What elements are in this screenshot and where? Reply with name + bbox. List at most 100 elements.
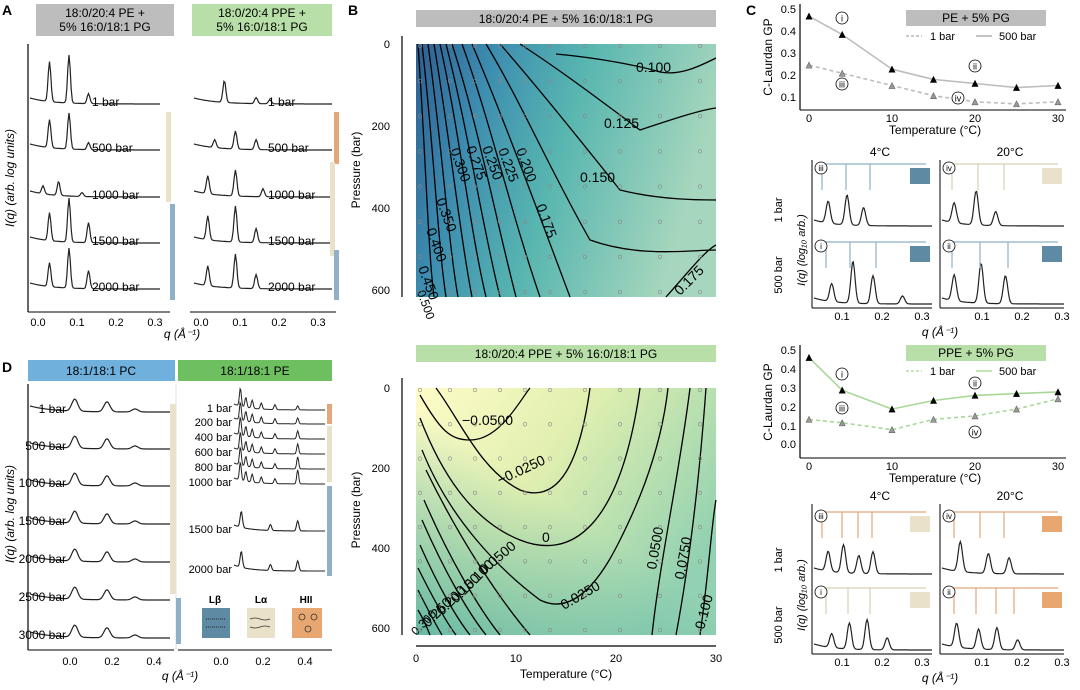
grid-point (657, 43, 663, 49)
panel-b-ytick: 0 (384, 383, 390, 395)
grid-point (547, 456, 553, 461)
grid-point (417, 184, 423, 189)
c-bot-xtick: 10 (886, 461, 898, 473)
panel-d-phase-bar-lalpha (327, 426, 332, 482)
gp-data-point (805, 61, 813, 69)
gp-data-point (971, 98, 979, 106)
panel-a-phase-bar-lbeta (334, 250, 339, 300)
panel-b-top-title: 18:0/20:4 PE + 5% 16:0/18:1 PG (479, 12, 653, 26)
c-top-legend-500bar: 500 bar (999, 31, 1037, 43)
panel-a-xlabel: q (Å⁻¹) (164, 326, 200, 341)
gp-data-point (1054, 98, 1062, 106)
saxs-curve (29, 435, 170, 450)
grid-point (582, 422, 588, 427)
roman-marker-label: i (820, 588, 822, 597)
panel-a-header-left-line1: 18:0/20:4 PE + (65, 6, 145, 20)
saxs-curve (233, 416, 325, 440)
grid-point (497, 254, 503, 259)
saxs-curve (29, 197, 160, 244)
grid-point (697, 219, 703, 224)
panel-b-top-title-bg (416, 10, 716, 27)
grid-point (617, 289, 623, 295)
gp-data-point (1013, 389, 1020, 397)
grid-point (582, 114, 588, 119)
grid-point (497, 490, 503, 495)
grid-point (522, 422, 528, 427)
roman-marker-label: iii (818, 512, 824, 521)
c-bot-ytick: 0.3 (781, 383, 796, 395)
grid-point (417, 627, 423, 633)
panel-d-phase-bar-lalpha (170, 404, 176, 594)
grid-point (522, 43, 528, 49)
grid-point (617, 456, 623, 461)
grid-point (547, 43, 553, 49)
roman-marker-label: i (841, 370, 843, 380)
roman-marker (942, 239, 956, 253)
grid-point (582, 79, 588, 84)
contour-label: 0.150 (580, 169, 615, 185)
saxs-curve (29, 586, 170, 601)
c-top-row-1bar: 1 bar (773, 197, 785, 222)
hii-icon (304, 625, 312, 633)
c-top-ytick: 0.2 (781, 70, 796, 82)
grid-point (447, 149, 453, 154)
grid-point (582, 289, 588, 295)
phase-icon (1042, 168, 1062, 184)
panel-d-header-right-bg (178, 360, 332, 381)
grid-point (522, 254, 528, 259)
grid-point (657, 149, 663, 154)
saxs-curve (193, 169, 332, 198)
hii-icon (292, 608, 322, 638)
panel-b-ytick: 600 (372, 285, 390, 297)
panel-d-xtick: 0.2 (104, 656, 119, 668)
panel-b-top-contours (417, 43, 717, 298)
c-top-ytick: 0.4 (781, 26, 796, 38)
saxs-curve (29, 624, 170, 639)
grid-point (447, 627, 453, 633)
grid-point (697, 627, 703, 633)
grid-point (472, 254, 478, 259)
grid-point (582, 43, 588, 49)
panel-d-xtick: 0.4 (146, 656, 161, 668)
c-bot-xtick: 20 (969, 461, 981, 473)
lalpha-icon (247, 608, 275, 638)
grid-point (447, 114, 453, 119)
c-top-q-xlabel: q (Å⁻¹) (922, 324, 958, 339)
panel-a-pressure-label: 1 bar (92, 95, 119, 109)
grid-point (417, 387, 423, 393)
grid-point (522, 149, 528, 154)
c-bot-q-tick: 0.1 (974, 657, 989, 669)
c-bot-saxs-ylabel: I(q) (log₁₀ arb.) (796, 559, 808, 631)
gp-data-point (971, 391, 979, 399)
grid-point (657, 525, 663, 530)
c-bot-legend-title: PPE + 5% PG (938, 346, 1014, 360)
c-bot-ytick: 0.4 (781, 364, 796, 376)
panel-d-header-left: 18:1/18:1 PC (66, 364, 136, 378)
c-top-xlabel: Temperature (°C) (889, 123, 981, 137)
c-bot-ytick: 0.5 (781, 345, 796, 357)
c-top-ylabel: C-Laurdan GP (761, 18, 775, 95)
grid-point (657, 387, 663, 393)
grid-point (497, 422, 503, 427)
panel-d-xtick: 0.0 (62, 656, 77, 668)
panel-a-pressure-label: 500 bar (268, 141, 309, 155)
gp-data-point (971, 412, 979, 420)
roman-marker (814, 585, 828, 599)
panel-c: C 0.1 0.2 0.3 0.4 0.5 0 10 20 30 Tempera… (746, 2, 1070, 685)
gp-data-point (1013, 405, 1020, 413)
grid-point (657, 289, 663, 295)
panel-a-pressure-label: 1000 bar (268, 188, 315, 202)
grid-point (447, 43, 453, 49)
grid-point (522, 79, 528, 84)
grid-point (617, 114, 623, 119)
grid-point (417, 593, 423, 598)
saxs-curve (941, 190, 1064, 227)
grid-point (697, 184, 703, 189)
grid-point (657, 456, 663, 461)
saxs-curve (813, 542, 932, 575)
c-top-saxs-ylabel: I(q) (log₁₀ arb.) (796, 214, 808, 286)
grid-point (547, 525, 553, 530)
grid-point (547, 593, 553, 598)
c-bot-ytick: 0.1 (781, 421, 796, 433)
panel-d-pe-pressure: 1500 bar (189, 524, 233, 536)
